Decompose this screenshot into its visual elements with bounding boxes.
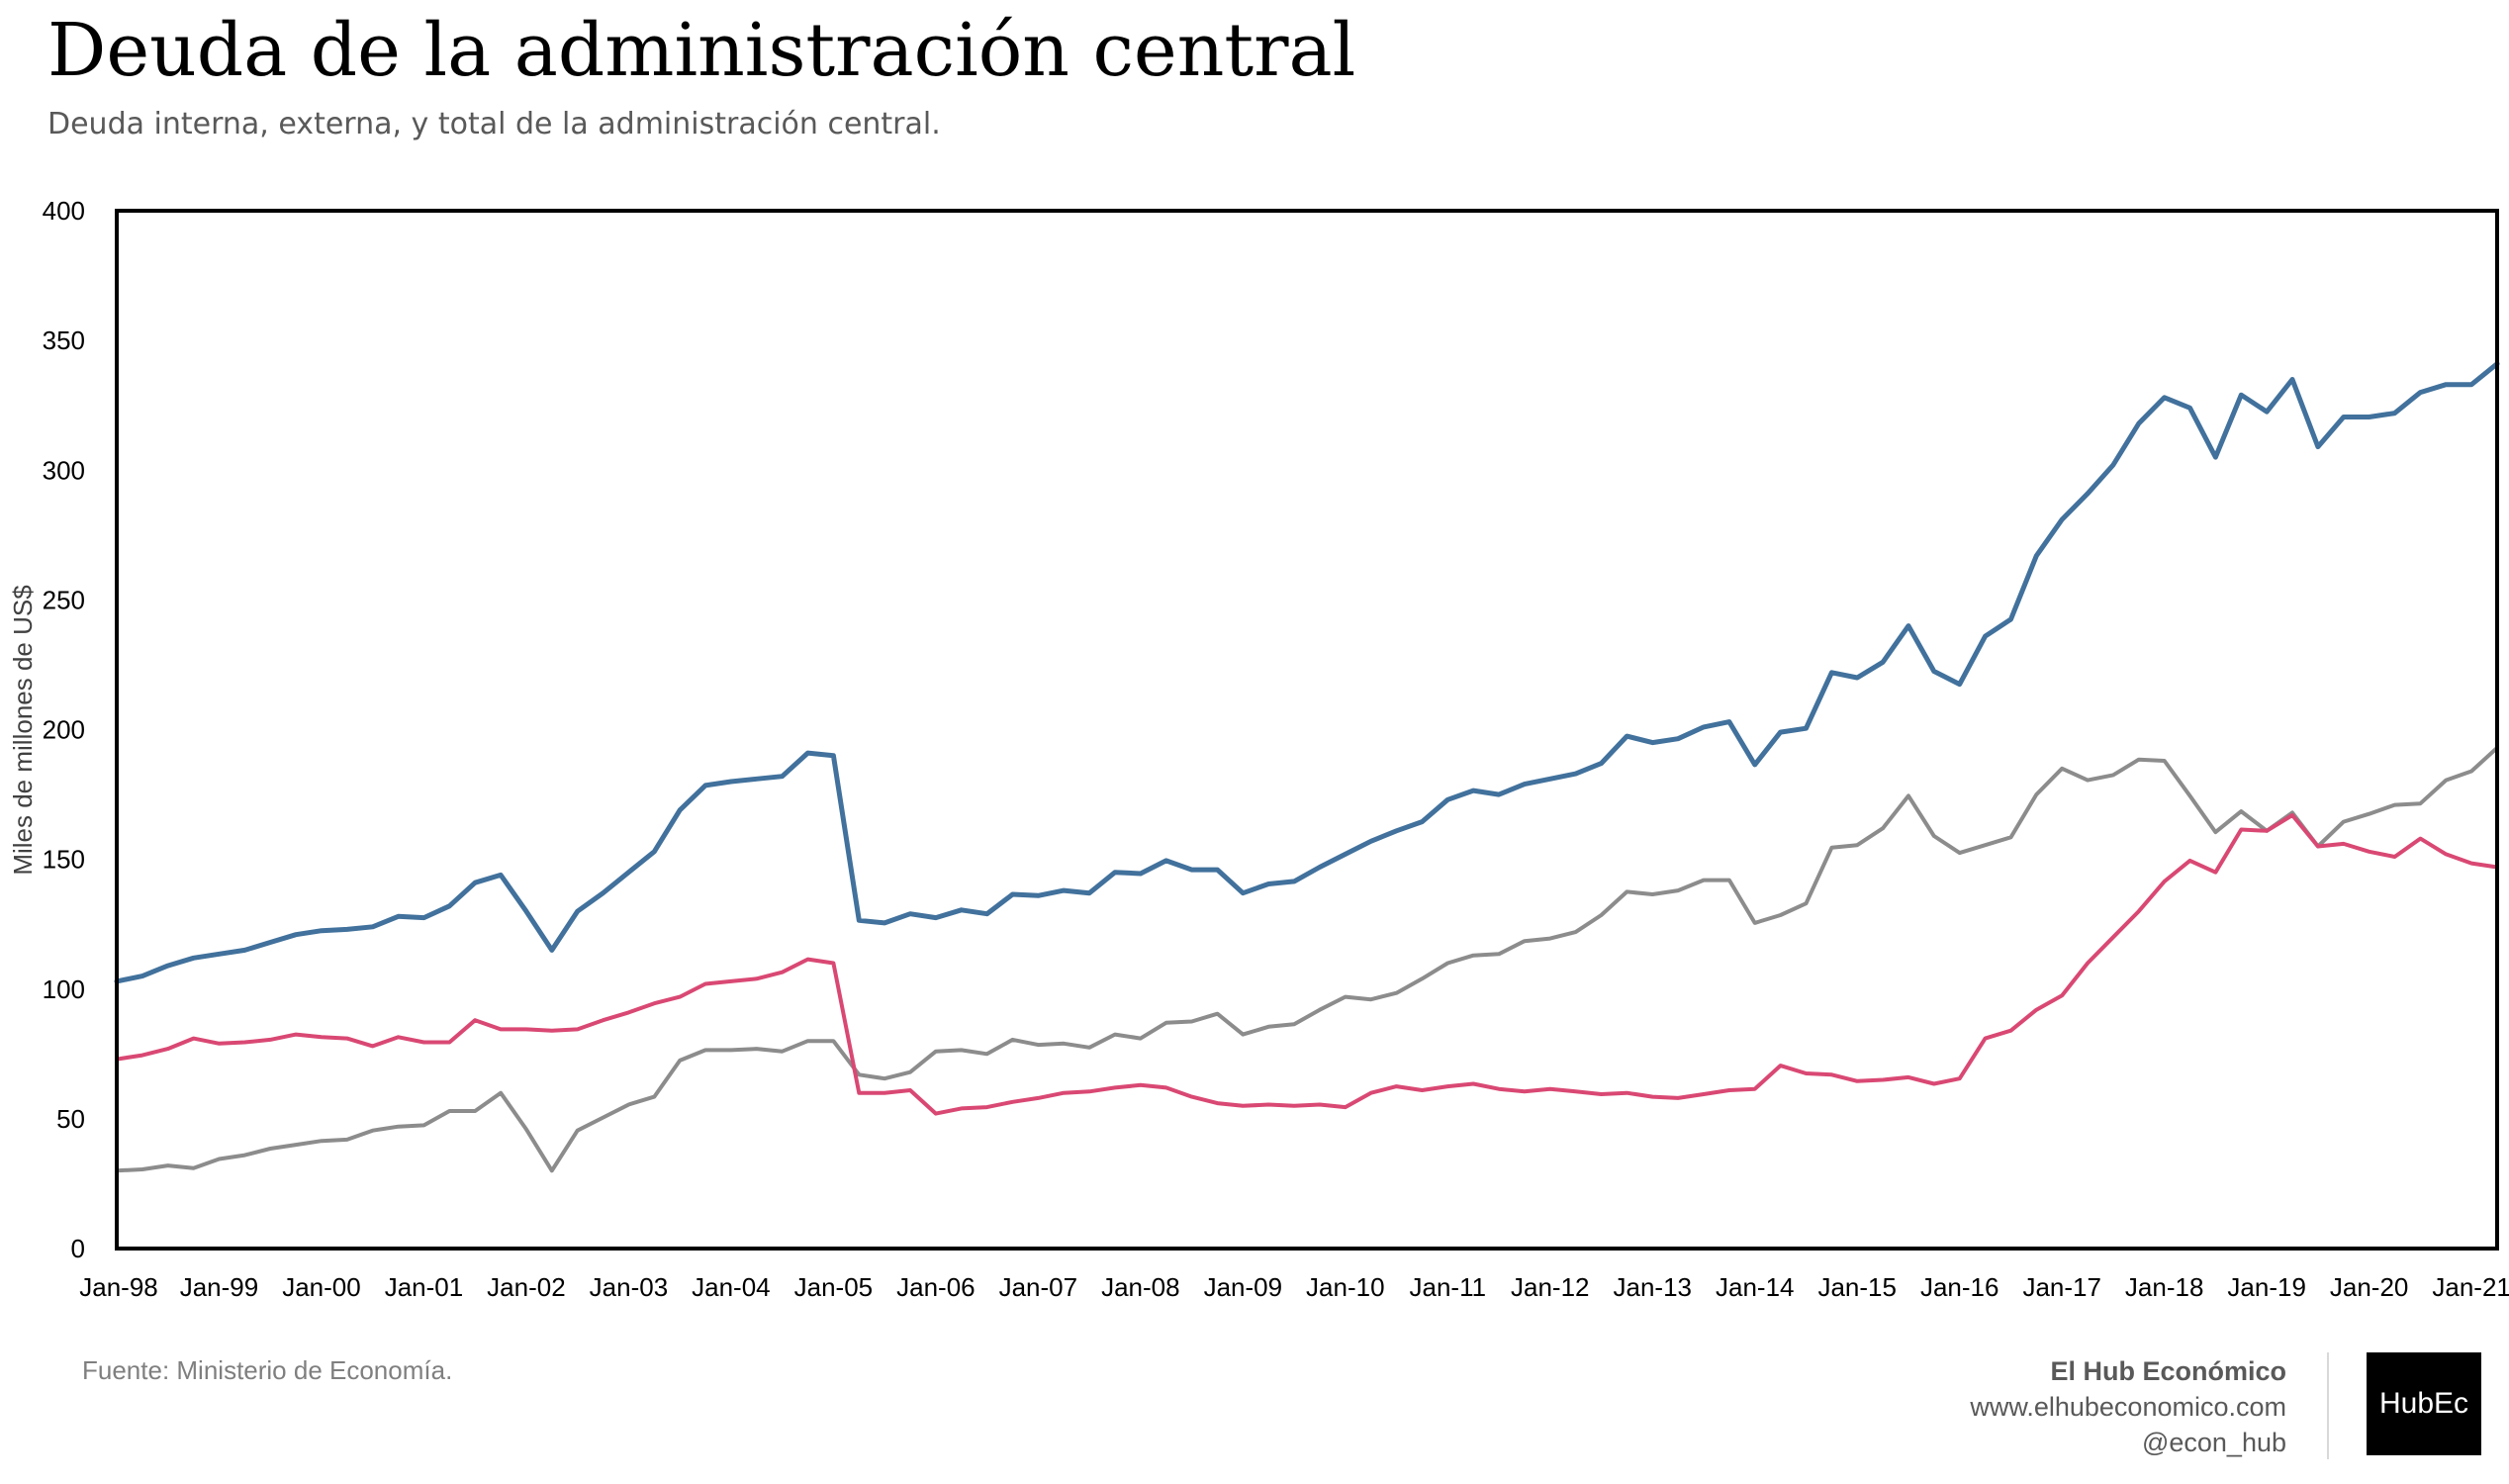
y-axis-label: Miles de millones de US$: [8, 585, 38, 876]
footer-divider: [2327, 1352, 2329, 1459]
plot-area-frame: [115, 209, 2499, 1251]
x-tick-label: Jan-05: [794, 1272, 874, 1302]
chart-subtitle: Deuda interna, externa, y total de la ad…: [47, 107, 941, 141]
x-tick-label: Jan-08: [1101, 1272, 1180, 1302]
brand-name: El Hub Económico: [2050, 1356, 2286, 1386]
x-tick-label: Jan-13: [1614, 1272, 1693, 1302]
series-line-1: [115, 813, 2499, 1116]
y-tick-label: 150: [43, 845, 85, 875]
series-layer: [114, 361, 2500, 1173]
x-axis-ticks: Jan-98 Jan-99 Jan-00 Jan-01 Jan-02 Jan-03 Jan-…: [79, 1272, 2509, 1302]
x-tick-label: Jan-04: [692, 1272, 771, 1302]
y-tick-label: 200: [43, 715, 85, 745]
y-tick-label: 100: [43, 974, 85, 1004]
y-tick-label: 300: [43, 455, 85, 485]
x-tick-label: Jan-07: [999, 1272, 1078, 1302]
source-note: Fuente: Ministerio de Economía.: [82, 1355, 453, 1385]
x-tick-label: Jan-11: [1410, 1272, 1487, 1302]
y-tick-label: 400: [43, 196, 85, 226]
x-tick-label: Jan-99: [180, 1272, 259, 1302]
brand-logo: HubEc: [2367, 1352, 2481, 1455]
chart-title: Deuda de la administración central: [47, 8, 1356, 93]
x-tick-label: Jan-03: [590, 1272, 669, 1302]
x-tick-label: Jan-09: [1204, 1272, 1283, 1302]
y-axis-ticks: 0 50 100 150 200 250 300 350 400: [43, 196, 85, 1263]
x-tick-label: Jan-14: [1716, 1272, 1795, 1302]
x-tick-label: Jan-00: [282, 1272, 361, 1302]
x-tick-label: Jan-21: [2432, 1272, 2509, 1302]
x-tick-label: Jan-02: [487, 1272, 566, 1302]
series-line-0: [114, 361, 2500, 984]
x-tick-label: Jan-15: [1817, 1272, 1897, 1302]
brand-handle[interactable]: @econ_hub: [2141, 1428, 2286, 1457]
y-tick-label: 350: [43, 325, 85, 355]
x-tick-label: Jan-18: [2125, 1272, 2204, 1302]
y-tick-label: 0: [71, 1234, 85, 1263]
x-tick-label: Jan-19: [2227, 1272, 2306, 1302]
x-tick-label: Jan-16: [1920, 1272, 1999, 1302]
brand-block: El Hub Económico www.elhubeconomico.com …: [1970, 1353, 2286, 1460]
y-tick-label: 50: [56, 1104, 85, 1134]
x-tick-label: Jan-12: [1511, 1272, 1590, 1302]
x-tick-label: Jan-10: [1306, 1272, 1385, 1302]
x-tick-label: Jan-06: [896, 1272, 976, 1302]
x-tick-label: Jan-20: [2330, 1272, 2409, 1302]
brand-website[interactable]: www.elhubeconomico.com: [1970, 1392, 2286, 1422]
x-tick-label: Jan-98: [79, 1272, 158, 1302]
series-line-2: [115, 745, 2499, 1173]
x-tick-label: Jan-01: [385, 1272, 464, 1302]
x-tick-label: Jan-17: [2022, 1272, 2101, 1302]
y-tick-label: 250: [43, 585, 85, 614]
